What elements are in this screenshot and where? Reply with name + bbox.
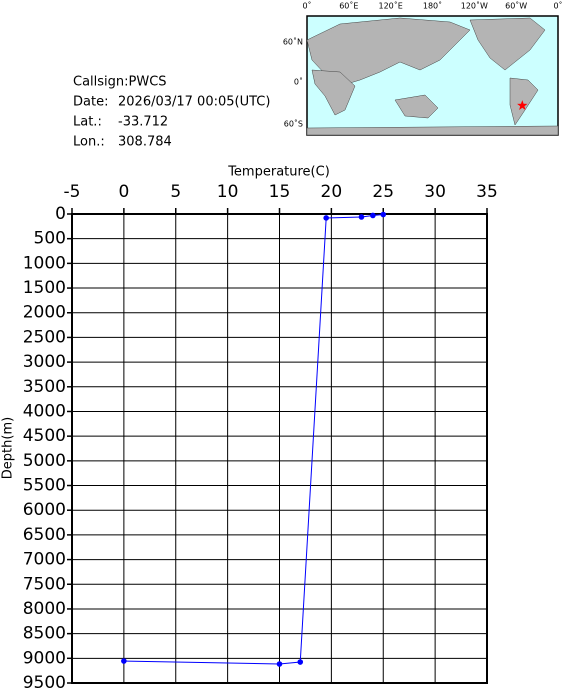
- africa: [311, 69, 356, 116]
- y-tick-label: 4000: [23, 401, 66, 421]
- callsign: Callsign:PWCS: [73, 75, 167, 90]
- y-tick-label: 4500: [23, 426, 66, 446]
- x-tick-label: 5: [170, 182, 181, 202]
- y-tick-label: 8000: [23, 599, 66, 619]
- antarctica: [306, 125, 559, 136]
- profile-point: [323, 215, 329, 221]
- lat-label: Lat.:: [73, 115, 102, 130]
- map-lon-label: 180˚: [423, 1, 442, 11]
- profile-point: [370, 212, 376, 219]
- y-tick-label: 9000: [23, 648, 66, 668]
- y-tick-label: 3500: [23, 377, 66, 397]
- x-tick-label: 30: [424, 182, 446, 202]
- y-tick-label: 7000: [23, 550, 66, 570]
- y-tick-label: 6000: [23, 500, 66, 520]
- australia: [394, 94, 439, 119]
- y-tick-label: 5000: [23, 451, 66, 471]
- date: 2026/03/17 00:05(UTC): [118, 95, 270, 110]
- y-tick-label: 9500: [23, 673, 66, 690]
- profile-point: [380, 211, 387, 218]
- y-tick-label: 2500: [23, 327, 66, 347]
- lon: 308.784: [118, 135, 172, 150]
- profile-point: [358, 214, 365, 220]
- lon-label: Lon.:: [73, 135, 105, 150]
- map-lat-label: 0˚: [294, 77, 303, 87]
- x-tick-label: 20: [321, 182, 343, 202]
- y-tick-label: 6500: [23, 525, 66, 545]
- y-tick-label: 5500: [23, 476, 66, 496]
- profile-point: [121, 658, 127, 664]
- map-lat-label: 60˚S: [284, 119, 303, 129]
- map-lat-label: 60˚N: [283, 37, 303, 47]
- x-tick-label: 15: [269, 182, 291, 202]
- map-lon-label: 0˚: [302, 1, 311, 11]
- date-label: Date:: [73, 95, 108, 110]
- y-tick-label: 0: [55, 204, 66, 224]
- south-america: [509, 77, 539, 126]
- x-tick-label: 10: [217, 182, 239, 202]
- x-tick-label: 35: [476, 182, 498, 202]
- y-tick-label: 8500: [23, 624, 66, 644]
- world-map: [306, 15, 559, 136]
- profile-line: [123, 213, 384, 665]
- plot-frame: [71, 213, 488, 684]
- map-lon-label: 60˚E: [339, 1, 358, 11]
- y-tick-label: 500: [34, 229, 66, 249]
- x-tick-label: 25: [372, 182, 394, 202]
- north-america: [469, 17, 546, 71]
- station-marker: [517, 100, 528, 110]
- map-lon-label: 120˚W: [461, 1, 488, 11]
- x-axis-label: Temperature(C): [227, 165, 330, 180]
- y-tick-label: 1500: [23, 278, 66, 298]
- x-tick-label: 0: [118, 182, 129, 202]
- y-tick-label: 2000: [23, 303, 66, 323]
- y-axis-label: Depth(m): [1, 417, 16, 479]
- profile-point: [276, 661, 283, 667]
- map-lon-label: 120˚E: [379, 1, 403, 11]
- map-lon-label: 0˚: [553, 1, 562, 11]
- profile-point: [297, 659, 304, 665]
- y-tick-label: 3000: [23, 352, 66, 372]
- map-lon-label: 60˚W: [505, 1, 527, 11]
- y-tick-label: 1000: [23, 253, 66, 273]
- y-tick-label: 7500: [23, 574, 66, 594]
- x-tick-label: -5: [64, 182, 81, 202]
- lat: -33.712: [118, 115, 168, 130]
